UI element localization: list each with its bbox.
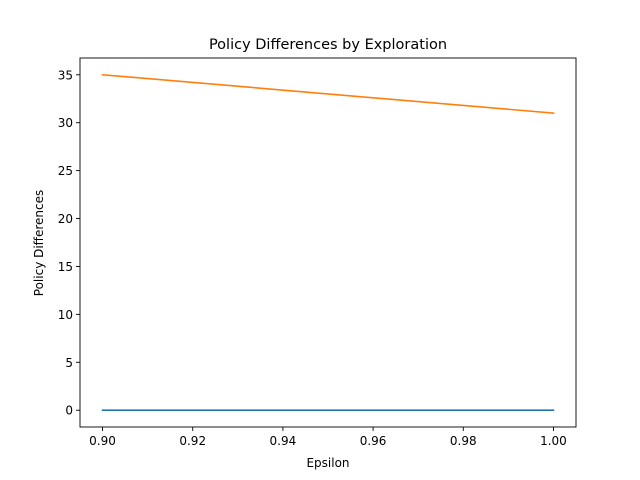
axes-frame (79, 57, 577, 428)
y-tick-label-0: 0 (65, 404, 73, 418)
x-tick-label-2: 0.94 (270, 434, 297, 448)
y-tick-label-7: 35 (58, 68, 73, 82)
x-tick-label-3: 0.96 (360, 434, 387, 448)
y-tick-label-2: 10 (58, 308, 73, 322)
y-axis-label: Policy Differences (32, 190, 46, 296)
y-tick-label-1: 5 (65, 356, 73, 370)
y-tick-label-5: 25 (58, 164, 73, 178)
x-axis-label: Epsilon (306, 456, 349, 470)
y-tick-label-6: 30 (58, 116, 73, 130)
x-tick-label-4: 0.98 (450, 434, 477, 448)
x-tick-label-0: 0.90 (89, 434, 116, 448)
chart-title: Policy Differences by Exploration (209, 37, 447, 53)
y-tick-label-4: 20 (58, 212, 73, 226)
x-tick-label-5: 1.00 (540, 434, 567, 448)
plot-area: 0.90 0.92 0.94 0.96 0.98 1.00 0 5 10 15 20 25 30 35 (58, 57, 577, 448)
y-tick-label-3: 15 (58, 260, 73, 274)
series-line-2 (101, 73, 555, 114)
x-tick-label-1: 0.92 (179, 434, 206, 448)
